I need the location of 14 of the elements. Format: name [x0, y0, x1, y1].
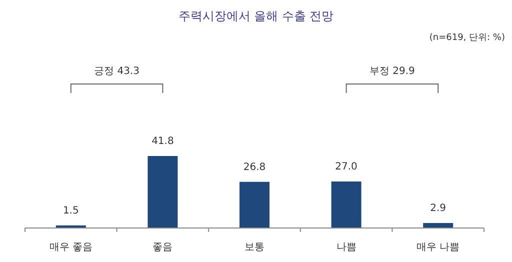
data-label: 41.8 — [152, 136, 174, 147]
chart-subtitle: (n=619, 단위: %) — [429, 33, 505, 43]
x-tick-label: 매우 좋음 — [49, 242, 92, 253]
text: 부정 29.9 — [369, 66, 415, 77]
x-tick-label: 보통 — [244, 242, 264, 253]
text: 긍정 43.3 — [94, 66, 140, 77]
data-label: 2.9 — [430, 203, 446, 214]
chart-title: 주력시장에서 올해 수출 전망 — [178, 9, 334, 23]
x-tick-label: 매우 나쁨 — [416, 242, 460, 253]
data-label: 27.0 — [335, 161, 358, 172]
data-label: 1.5 — [62, 205, 79, 216]
x-tick-label: 좋음 — [152, 242, 173, 253]
data-label: 26.8 — [243, 162, 266, 173]
x-tick-label: 나쁨 — [336, 242, 356, 253]
